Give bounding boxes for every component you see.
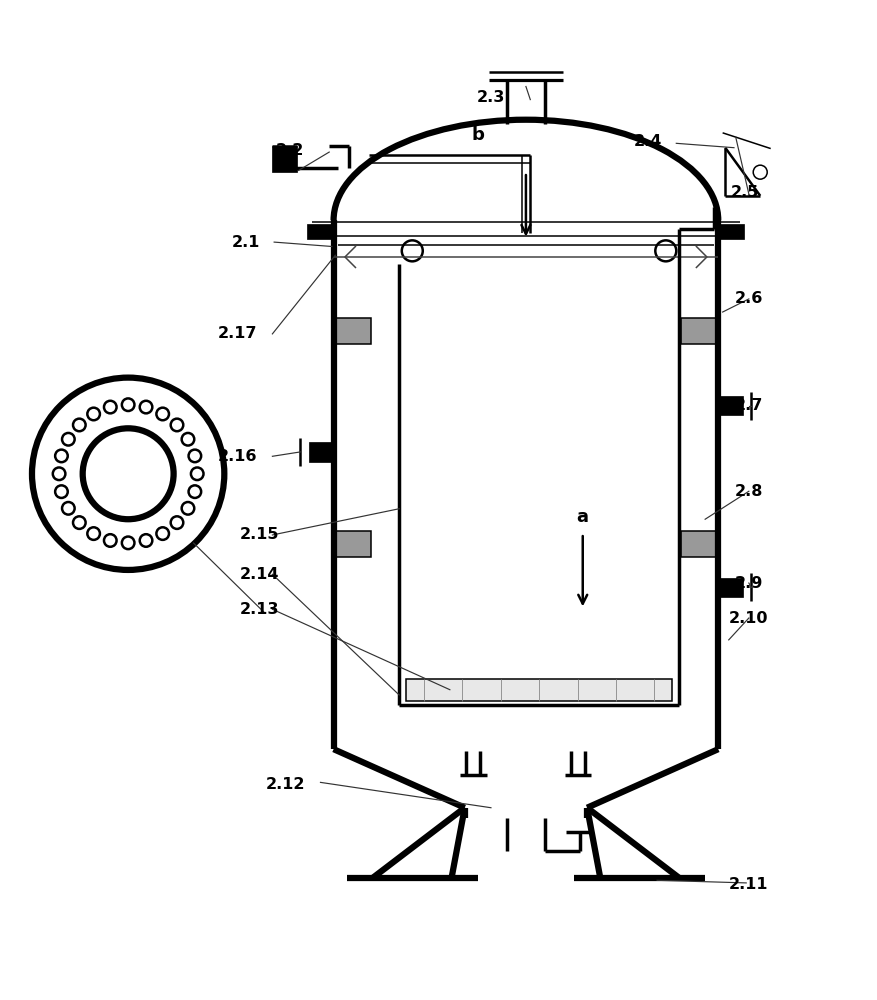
Bar bbox=[336, 531, 371, 557]
Text: 2.12: 2.12 bbox=[266, 777, 305, 792]
Text: 2.1: 2.1 bbox=[232, 235, 260, 250]
Text: 2.2: 2.2 bbox=[275, 143, 304, 158]
Bar bbox=[681, 318, 716, 344]
Text: 2.14: 2.14 bbox=[239, 567, 279, 582]
Bar bbox=[336, 318, 371, 344]
Text: 2.5: 2.5 bbox=[731, 185, 759, 200]
Text: 2.10: 2.10 bbox=[729, 611, 768, 626]
Bar bbox=[406, 679, 672, 701]
Text: b: b bbox=[472, 126, 484, 144]
Bar bbox=[309, 442, 333, 462]
Text: 2.15: 2.15 bbox=[239, 527, 279, 542]
Bar bbox=[681, 531, 716, 557]
Bar bbox=[718, 396, 743, 415]
Text: 2.16: 2.16 bbox=[217, 449, 257, 464]
Text: 2.6: 2.6 bbox=[735, 291, 763, 306]
Text: 2.13: 2.13 bbox=[239, 602, 279, 617]
Bar bbox=[720, 224, 745, 239]
Text: a: a bbox=[577, 508, 588, 526]
Text: 2.17: 2.17 bbox=[217, 326, 257, 341]
Text: 2.4: 2.4 bbox=[634, 134, 662, 149]
Bar bbox=[273, 146, 297, 172]
Text: 2.11: 2.11 bbox=[729, 877, 768, 892]
Bar bbox=[307, 224, 332, 239]
Bar bbox=[718, 578, 743, 597]
Text: 2.8: 2.8 bbox=[735, 484, 763, 499]
Text: 2.3: 2.3 bbox=[477, 90, 505, 105]
Text: 2.7: 2.7 bbox=[735, 398, 763, 413]
Text: 2.9: 2.9 bbox=[735, 576, 763, 591]
